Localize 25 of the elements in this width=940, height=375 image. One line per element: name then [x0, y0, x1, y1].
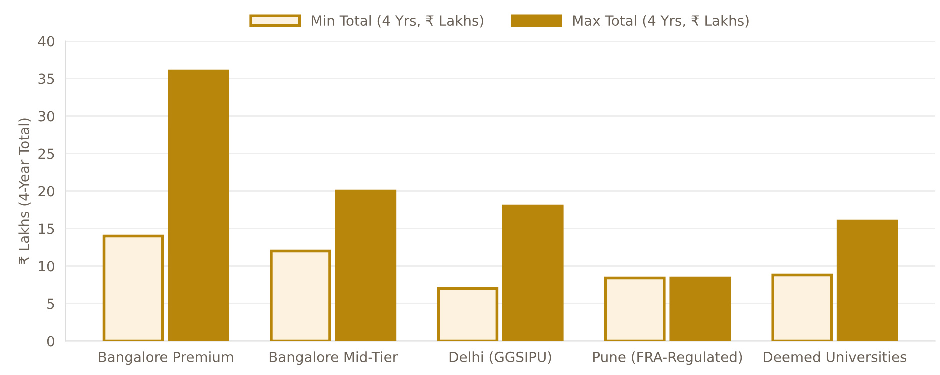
y-tick-label: 0: [47, 336, 54, 347]
y-tick-label: 20: [38, 186, 54, 197]
y-tick-label: 10: [39, 261, 54, 272]
x-tick-label: Bangalore Mid-Tier: [270, 352, 398, 366]
bar: [168, 70, 230, 342]
legend-label: Min Total (4 Yrs, ₹ Lakhs): [312, 15, 484, 28]
y-axis-title: ₹ Lakhs (4-Year Total): [18, 118, 32, 264]
x-tick-label: Deemed Universities: [764, 352, 907, 362]
y-tick-label: 35: [38, 74, 54, 84]
bar: [437, 287, 499, 342]
y-tick-label: 30: [38, 111, 54, 122]
bar: [270, 250, 332, 342]
y-tick-label: 25: [38, 148, 54, 160]
x-tick-label: Pune (FRA-Regulated): [594, 352, 742, 366]
bar: [670, 276, 732, 342]
bar: [604, 276, 666, 342]
legend-label: Max Total (4 Yrs, ₹ Lakhs): [573, 15, 749, 28]
bar: [335, 190, 397, 342]
y-tick-label: 15: [39, 224, 54, 234]
bar: [102, 234, 164, 342]
bar: [502, 204, 564, 342]
x-tick-label: Bangalore Premium: [99, 352, 234, 366]
x-tick-label: Delhi (GGSIPU): [450, 352, 552, 364]
y-tick-label: 5: [48, 298, 54, 310]
y-tick-label: 40: [38, 36, 54, 47]
